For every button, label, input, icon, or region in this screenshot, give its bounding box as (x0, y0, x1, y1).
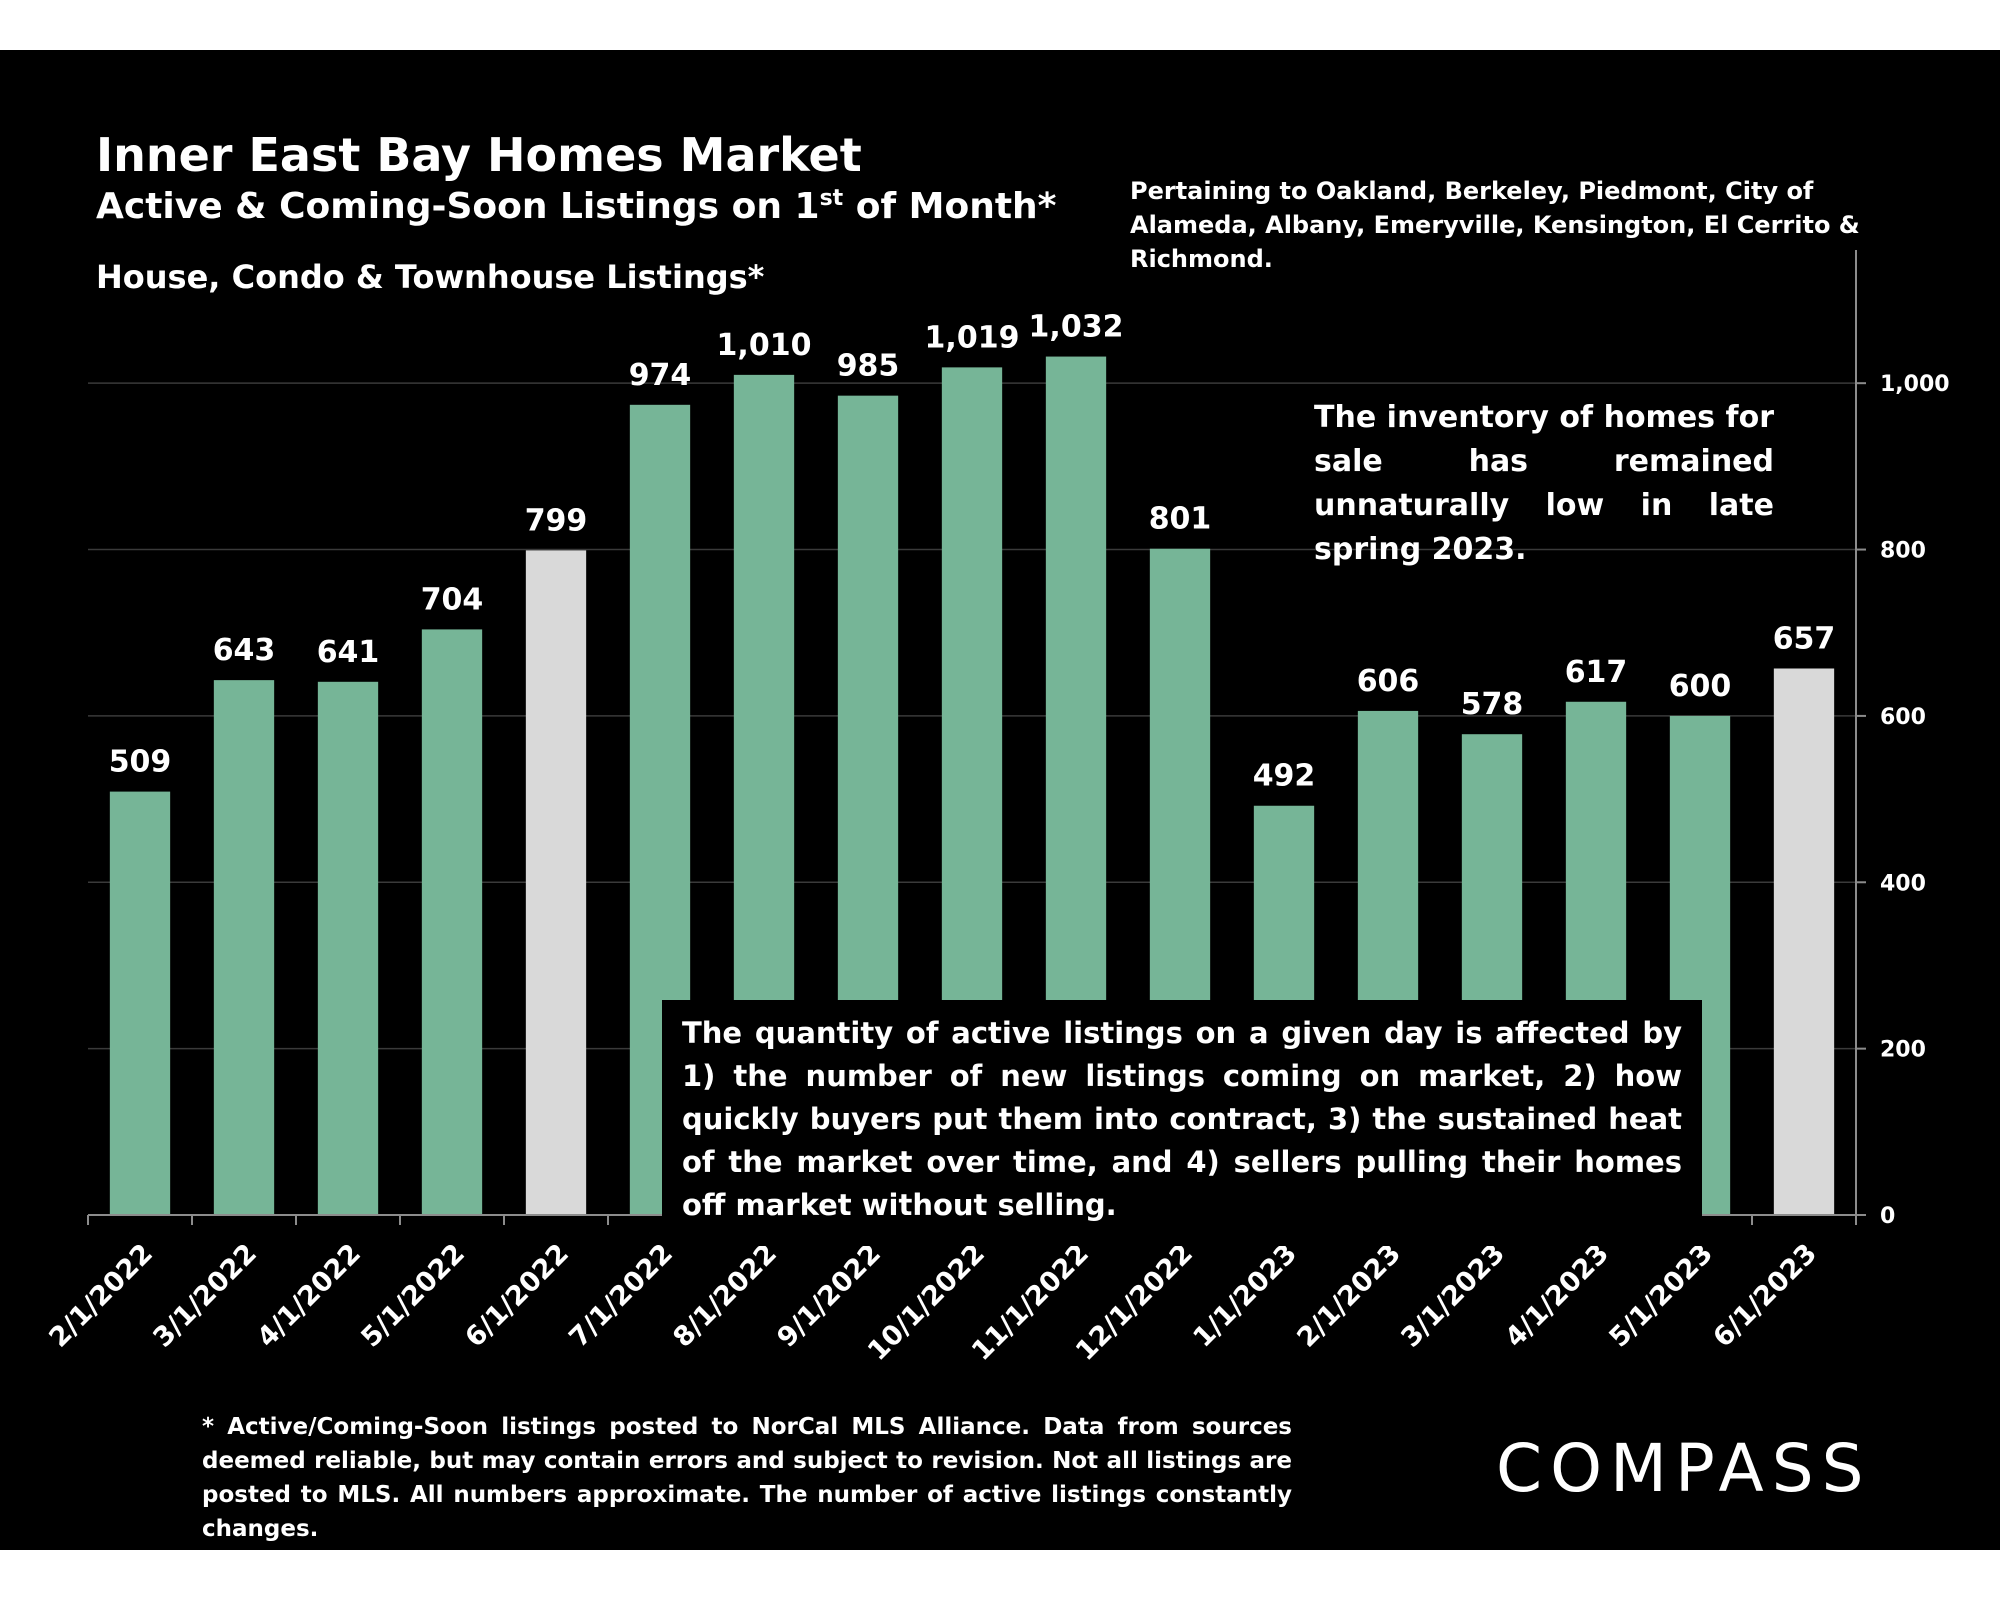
bar-value-label: 799 (525, 503, 588, 538)
x-tick-labels: 2/1/20223/1/20224/1/20225/1/20226/1/2022… (43, 1238, 1823, 1367)
x-tick-label: 7/1/2022 (563, 1238, 679, 1354)
x-tick-label: 4/1/2022 (251, 1238, 367, 1354)
bar-value-label: 641 (317, 635, 380, 670)
bar-value-label: 606 (1357, 664, 1420, 699)
subtitle-end: of Month* (843, 186, 1057, 227)
bar-value-label: 1,032 (1029, 310, 1124, 345)
x-tick-label: 6/1/2022 (459, 1238, 575, 1354)
bar-value-label: 578 (1461, 687, 1524, 722)
bar (213, 680, 275, 1215)
bar-value-label: 801 (1149, 502, 1212, 537)
y-tick-label: 400 (1880, 871, 1926, 896)
bar-value-label: 643 (213, 633, 276, 668)
y-tick-label: 800 (1880, 539, 1926, 564)
x-tick-label: 3/1/2023 (1395, 1238, 1511, 1354)
x-tick-label: 5/1/2023 (1603, 1238, 1719, 1354)
subtitle-superscript: st (819, 186, 844, 211)
x-tick-label: 3/1/2022 (147, 1238, 263, 1354)
y-tick-label: 1,000 (1880, 372, 1950, 397)
bar-value-label: 492 (1253, 759, 1316, 794)
bar-value-label: 974 (629, 358, 692, 393)
y-tick-labels: 0 200 400 600 800 1,000 (1880, 372, 1950, 1229)
x-tick-label: 1/1/2023 (1187, 1238, 1303, 1354)
bar (421, 629, 483, 1215)
compass-logo: COMPASS (1496, 1430, 1872, 1507)
subtitle-text: Active & Coming-Soon Listings on 1 (96, 186, 820, 227)
chart-title: Inner East Bay Homes Market (96, 128, 862, 182)
x-tick-label: 4/1/2023 (1499, 1238, 1615, 1354)
bar (1773, 668, 1835, 1215)
bar-value-label: 600 (1669, 669, 1732, 704)
x-tick-label: 2/1/2022 (43, 1238, 159, 1354)
chart-subtitle: Active & Coming-Soon Listings on 1st of … (96, 186, 1057, 227)
bar-value-label: 657 (1773, 621, 1836, 656)
y-tick-label: 0 (1880, 1204, 1895, 1229)
bar-value-label: 617 (1565, 655, 1628, 690)
y-tick-label: 200 (1880, 1038, 1926, 1063)
chart-subtitle-listings: House, Condo & Townhouse Listings* (96, 258, 765, 296)
x-tick-label: 8/1/2022 (667, 1238, 783, 1354)
bar-value-label: 509 (109, 745, 172, 780)
pertaining-note: Pertaining to Oakland, Berkeley, Piedmon… (1130, 177, 1860, 273)
y-tick-label: 600 (1880, 705, 1926, 730)
value-labels: 509 643 641 704 799 974 1,010 985 1,019 1,032 801 4… (109, 310, 1836, 794)
x-tick-label: 5/1/2022 (355, 1238, 471, 1354)
x-tick-label: 6/1/2023 (1707, 1238, 1823, 1354)
bar-value-label: 704 (421, 582, 484, 617)
bar-value-label: 1,010 (717, 328, 812, 363)
footnote: * Active/Coming-Soon listings posted to … (202, 1414, 1292, 1542)
x-tick-label: 2/1/2023 (1291, 1238, 1407, 1354)
bar (109, 791, 171, 1215)
inventory-note: The inventory of homes for sale has rema… (1314, 400, 1774, 567)
bar-value-label: 1,019 (925, 320, 1020, 355)
bar (525, 550, 587, 1215)
bar-value-label: 985 (837, 349, 900, 384)
slide: 509 643 641 704 799 974 1,010 985 1,019 1,032 801 4… (0, 50, 2000, 1550)
bar (317, 681, 379, 1215)
quantity-note-box: The quantity of active listings on a giv… (662, 1000, 1702, 1246)
